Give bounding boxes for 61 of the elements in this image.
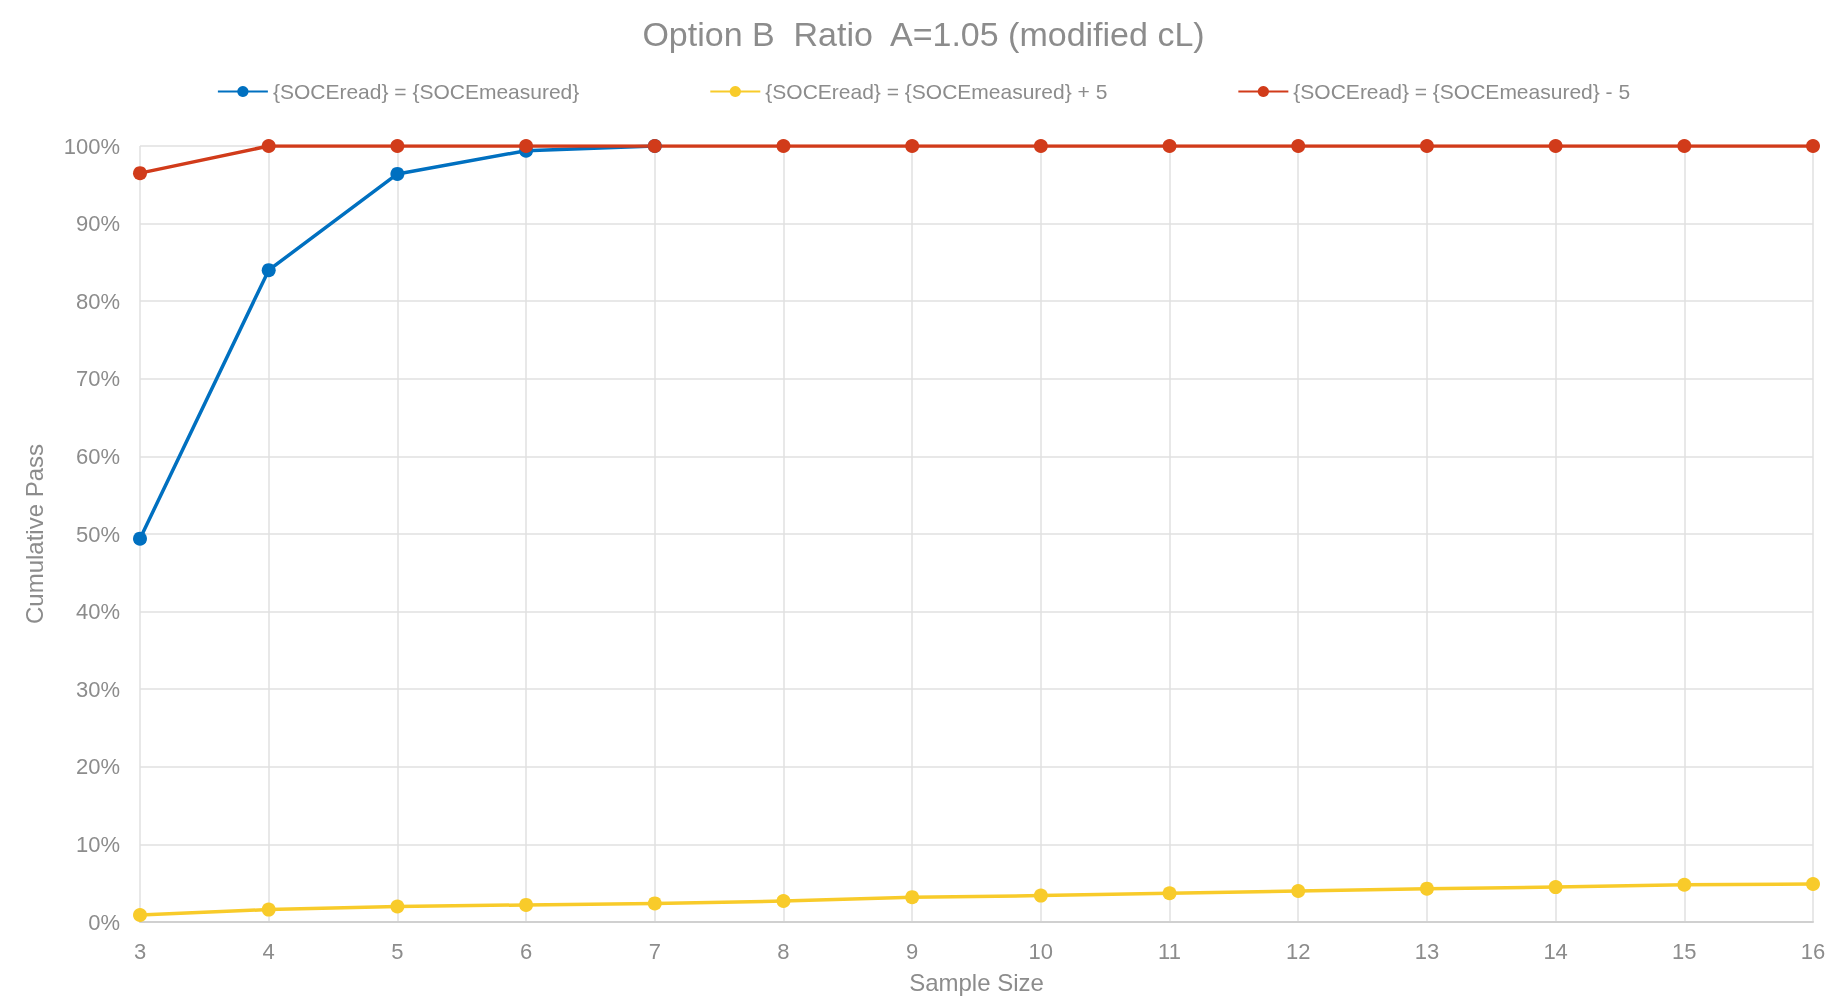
x-tick-label: 15: [1672, 938, 1697, 964]
point: [390, 139, 405, 153]
x-tick-label: 14: [1543, 938, 1568, 964]
point: [390, 166, 405, 181]
point: [776, 894, 791, 909]
point: [1033, 888, 1048, 903]
point: [1806, 139, 1820, 153]
point: [776, 139, 791, 153]
x-tick-label: 11: [1158, 938, 1181, 964]
y-tick-label: 60%: [75, 443, 120, 469]
x-axis-title: Sample Size: [909, 968, 1044, 996]
x-tick-label: 8: [777, 938, 790, 964]
y-tick-label: 50%: [75, 521, 120, 547]
y-tick-label: 20%: [75, 754, 120, 780]
y-tick-label: 0%: [88, 909, 120, 935]
x-tick-label: 5: [391, 938, 404, 964]
point: [1033, 139, 1048, 153]
point: [647, 896, 662, 911]
y-tick-label: 40%: [75, 599, 120, 625]
y-tick-label: 100%: [63, 133, 120, 159]
point: [1677, 139, 1692, 153]
point: [1162, 886, 1177, 901]
legend-label: {SOCEread} = {SOCEmeasured} - 5: [1293, 80, 1631, 103]
point: [1677, 877, 1692, 892]
point: [1419, 881, 1434, 896]
x-tick-label: 9: [906, 938, 919, 964]
x-tick-label: 13: [1414, 938, 1440, 964]
point: [905, 139, 920, 153]
x-tick-label: 7: [648, 938, 661, 964]
point: [133, 531, 147, 546]
point: [261, 139, 276, 153]
point: [133, 908, 147, 923]
x-tick-label: 12: [1285, 938, 1311, 964]
y-tick-label: 10%: [75, 831, 120, 857]
point: [261, 263, 276, 278]
x-tick-label: 6: [519, 938, 533, 964]
point: [261, 902, 276, 917]
y-axis-title: Cumulative Pass: [20, 443, 48, 625]
chart-title: Option B Ratio A=1.05 (modified cL): [642, 15, 1205, 53]
point: [1548, 880, 1563, 895]
y-tick-label: 80%: [75, 288, 120, 314]
point: [133, 166, 147, 181]
y-tick-label: 90%: [75, 211, 120, 237]
point: [519, 139, 534, 153]
point: [905, 890, 920, 905]
y-tick-label: 30%: [75, 676, 120, 702]
point: [1291, 883, 1306, 898]
x-tick-label: 4: [262, 938, 275, 964]
legend-label: {SOCEread} = {SOCEmeasured} + 5: [765, 80, 1108, 103]
x-tick-label: 3: [133, 938, 147, 964]
y-tick-label: 70%: [75, 366, 120, 392]
point: [1162, 139, 1177, 153]
point: [1419, 139, 1434, 153]
x-tick-label: 10: [1028, 938, 1054, 964]
point: [1548, 139, 1563, 153]
point: [1806, 876, 1820, 891]
x-tick-label: 16: [1800, 938, 1826, 964]
point: [519, 897, 534, 912]
legend-label: {SOCEread} = {SOCEmeasured}: [272, 80, 580, 103]
point: [1291, 139, 1306, 153]
point: [390, 899, 405, 914]
